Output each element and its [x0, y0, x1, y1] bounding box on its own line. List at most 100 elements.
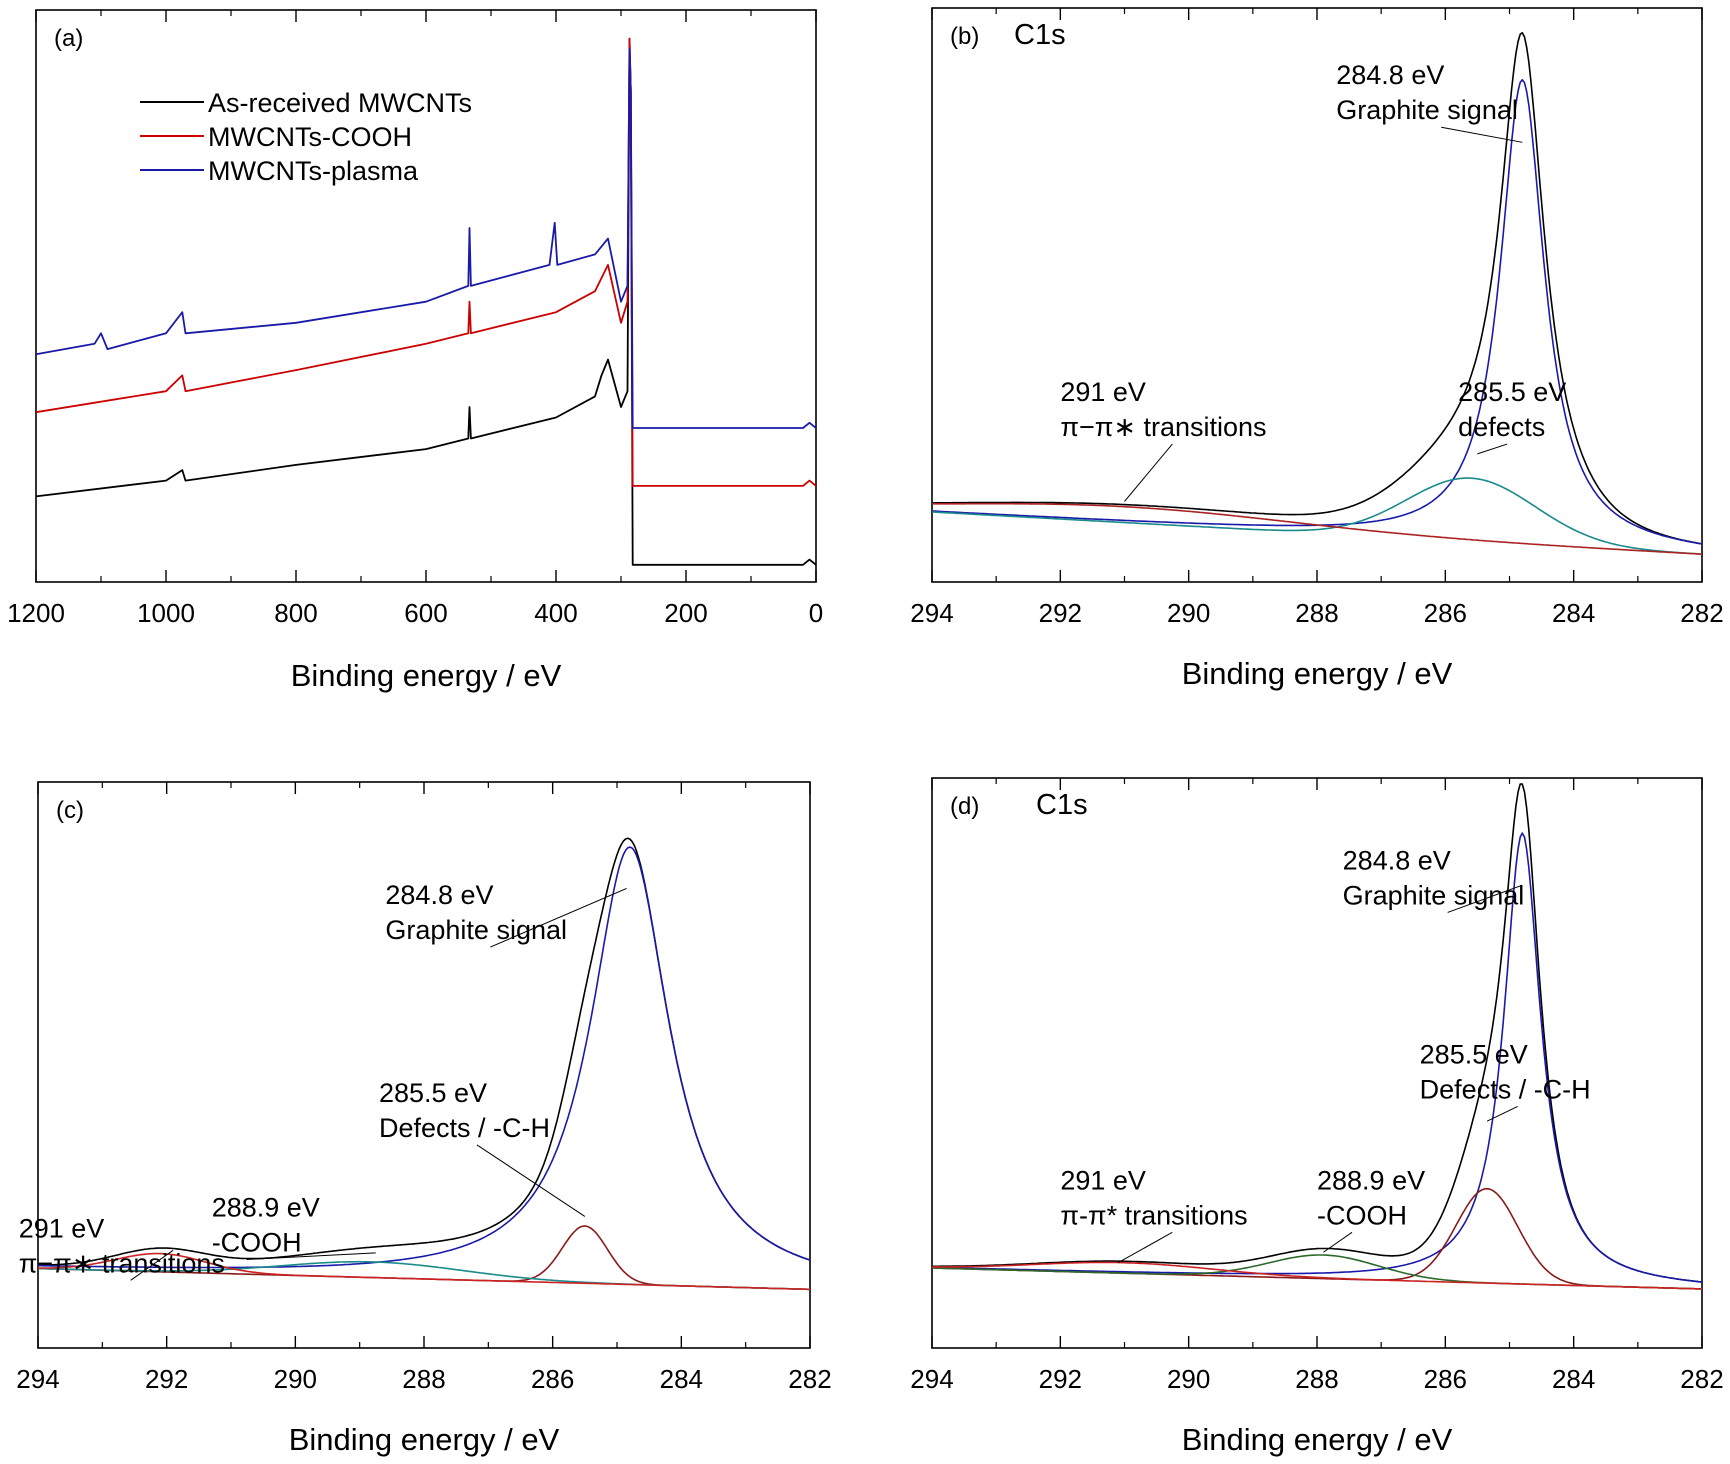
x-tick-label: 290 [1167, 1364, 1210, 1394]
x-tick-label: 294 [16, 1364, 59, 1394]
panel-title: C1s [1014, 19, 1066, 51]
panel-d: 294 292 290 288 286 284 282 Binding energy / eV… [910, 777, 1724, 1457]
x-tick-label: 286 [1424, 598, 1467, 628]
x-tick-label: 1000 [137, 598, 195, 628]
x-tick-label: 290 [274, 1364, 317, 1394]
annotation-text: Graphite signal [385, 915, 567, 945]
annotation-text: defects [1458, 412, 1545, 442]
fit-peak-line [931, 832, 1703, 1283]
x-tick-label: 282 [1680, 598, 1723, 628]
annotation-leader [246, 1252, 376, 1260]
x-tick-label: 282 [788, 1364, 831, 1394]
x-tick-label: 294 [910, 1364, 953, 1394]
annotation-text: Defects / -C-H [1420, 1074, 1591, 1104]
envelope-line [932, 31, 1703, 545]
panel-label: (a) [54, 25, 83, 52]
annotation-text: -COOH [1317, 1200, 1407, 1230]
annotation-leader [1486, 1106, 1518, 1122]
x-tick-label: 288 [1295, 598, 1338, 628]
annotation-text: 284.8 eV [1343, 845, 1451, 875]
annotation-text: 288.9 eV [1317, 1165, 1425, 1195]
panel-c: 294 292 290 288 286 284 282 Binding energy / eV… [16, 781, 832, 1457]
legend-entry: MWCNTs-COOH [208, 122, 412, 152]
annotation-leader [476, 1144, 586, 1217]
annotation-text: 285.5 eV [1458, 377, 1566, 407]
annotation: 288.9 eV -COOH [1317, 1165, 1425, 1253]
x-tick-label: 294 [910, 598, 953, 628]
annotation-text: 284.8 eV [385, 880, 493, 910]
x-axis-title: Binding energy / eV [1182, 1422, 1453, 1457]
panel-label: (b) [950, 23, 979, 50]
x-tick-label: 1200 [7, 598, 65, 628]
annotation-leader [1447, 884, 1523, 913]
annotation-leader [1323, 1231, 1353, 1253]
annotation-text: Defects / -C-H [379, 1113, 550, 1143]
annotation: 291 eV π−π∗ transitions [19, 1213, 225, 1281]
panel-b: 294 292 290 288 286 284 282 Binding energy / eV… [910, 7, 1724, 691]
annotation: 284.8 eV Graphite signal [385, 880, 627, 948]
x-tick-label: 292 [145, 1364, 188, 1394]
fit-peak-line [38, 1252, 811, 1291]
panel-label: (d) [950, 793, 979, 820]
annotation-text: π-π* transitions [1060, 1200, 1247, 1230]
annotation-text: 291 eV [19, 1213, 105, 1243]
legend: As-received MWCNTs MWCNTs-COOH MWCNTs-plas… [140, 88, 472, 186]
annotation-leader [1117, 1231, 1173, 1264]
x-tick-label: 286 [1424, 1364, 1467, 1394]
x-tick-label: 0 [809, 598, 823, 628]
annotation: 288.9 eV -COOH [212, 1192, 376, 1260]
annotation: 291 eV π−π∗ transitions [1060, 377, 1267, 502]
x-axis-title: Binding energy / eV [289, 1422, 560, 1457]
annotation-leader [490, 887, 627, 948]
annotation-text: 285.5 eV [379, 1078, 487, 1108]
x-tick-label: 400 [534, 598, 577, 628]
annotation: 285.5 eV defects [1458, 377, 1566, 455]
x-tick-label: 284 [1552, 1364, 1595, 1394]
annotation: 284.8 eV Graphite signal [1343, 845, 1525, 913]
x-tick-label: 292 [1039, 598, 1082, 628]
annotation-text: 291 eV [1060, 377, 1146, 407]
x-axis-title: Binding energy / eV [291, 658, 562, 693]
annotation-text: -COOH [212, 1227, 302, 1257]
annotation-leader [130, 1249, 174, 1281]
annotation: 284.8 eV Graphite signal [1336, 60, 1523, 143]
annotation: 285.5 eV Defects / -C-H [1420, 1039, 1591, 1122]
x-tick-label: 288 [1295, 1364, 1338, 1394]
x-tick-label: 284 [1552, 598, 1595, 628]
x-axis-title: Binding energy / eV [1182, 656, 1453, 691]
x-axis: 294 292 290 288 286 284 282 [910, 778, 1724, 1394]
x-tick-label: 600 [404, 598, 447, 628]
annotation-leader [1124, 443, 1173, 502]
annotation: 291 eV π-π* transitions [1060, 1165, 1248, 1264]
x-tick-label: 800 [274, 598, 317, 628]
legend-entry: MWCNTs-plasma [208, 156, 419, 186]
plot-frame [931, 7, 1703, 583]
annotation-text: 284.8 eV [1336, 60, 1444, 90]
x-axis: 294 292 290 288 286 284 282 [16, 782, 832, 1394]
x-axis: 294 292 290 288 286 284 282 [910, 8, 1724, 628]
annotation-text: Graphite signal [1343, 880, 1525, 910]
fit-peak-line [931, 78, 1703, 545]
x-axis: 1200 1000 800 600 400 200 0 [7, 10, 823, 628]
annotation-text: π−π∗ transitions [19, 1248, 225, 1278]
annotation-leader [1477, 443, 1508, 455]
panel-title: C1s [1036, 789, 1088, 821]
annotation-text: 291 eV [1060, 1165, 1146, 1195]
fit-peak-line [932, 502, 1703, 555]
fit-peak-line [932, 1261, 1702, 1290]
series-line-mwcnts-plasma [35, 48, 817, 429]
x-tick-label: 288 [402, 1364, 445, 1394]
x-tick-label: 286 [531, 1364, 574, 1394]
legend-entry: As-received MWCNTs [208, 88, 472, 118]
annotation-text: 285.5 eV [1420, 1039, 1528, 1069]
annotation-leader [1441, 126, 1523, 143]
x-tick-label: 290 [1167, 598, 1210, 628]
x-tick-label: 292 [1039, 1364, 1082, 1394]
fit-peak-line [931, 477, 1703, 555]
x-tick-label: 200 [664, 598, 707, 628]
annotation-text: 288.9 eV [212, 1192, 320, 1222]
annotation-text: Graphite signal [1336, 95, 1518, 125]
panel-label: (c) [56, 797, 84, 824]
x-tick-label: 284 [660, 1364, 703, 1394]
